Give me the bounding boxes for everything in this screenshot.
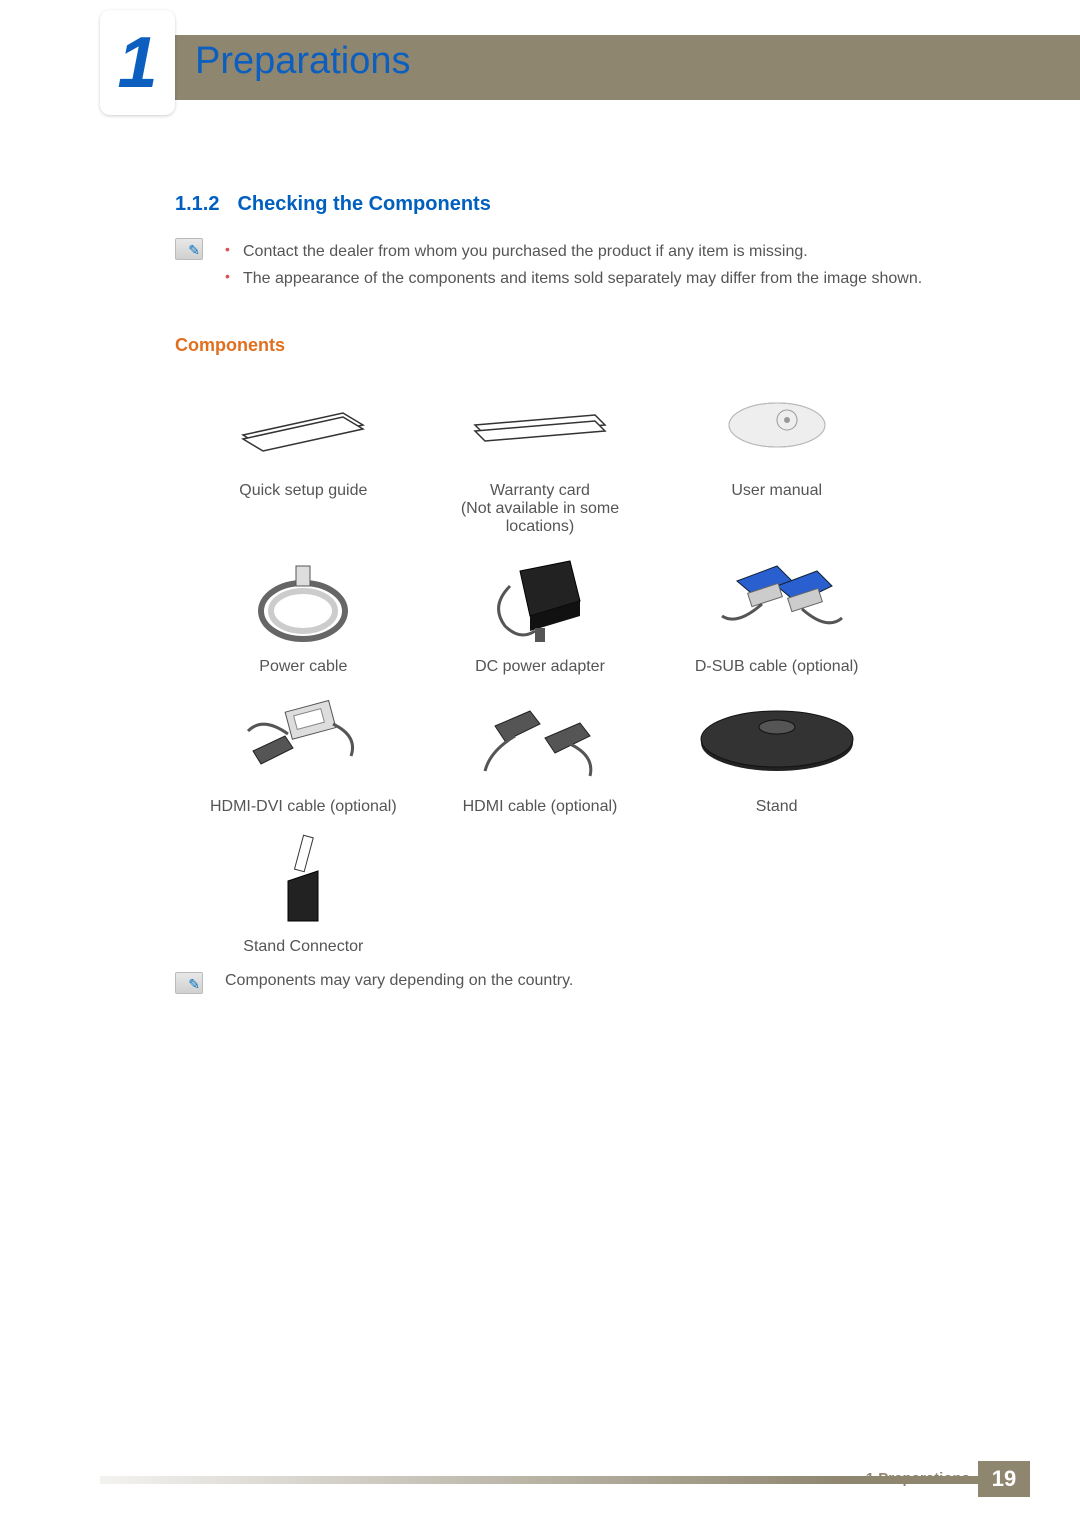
footer-label: 1 Preparations bbox=[866, 1470, 970, 1487]
chapter-number-box: 1 bbox=[100, 10, 175, 115]
hdmi-cable-icon bbox=[427, 696, 654, 786]
component-cell: Stand Connector bbox=[190, 836, 417, 956]
component-label: D-SUB cable (optional) bbox=[663, 658, 890, 676]
chapter-title: Preparations bbox=[195, 40, 410, 83]
component-label: DC power adapter bbox=[427, 658, 654, 676]
component-sublabel: (Not available in some locations) bbox=[427, 500, 654, 536]
quick-setup-guide-icon bbox=[190, 380, 417, 470]
power-cable-icon bbox=[190, 556, 417, 646]
user-manual-icon bbox=[663, 380, 890, 470]
note-icon bbox=[175, 972, 203, 994]
components-heading: Components bbox=[175, 335, 285, 356]
component-label: Quick setup guide bbox=[190, 482, 417, 500]
component-label: HDMI-DVI cable (optional) bbox=[190, 798, 417, 816]
chapter-number: 1 bbox=[117, 22, 157, 104]
note-list: Contact the dealer from whom you purchas… bbox=[225, 238, 970, 292]
component-cell: Warranty card (Not available in some loc… bbox=[427, 380, 654, 536]
component-cell: User manual bbox=[663, 380, 890, 536]
hdmi-dvi-cable-icon bbox=[190, 696, 417, 786]
stand-connector-icon bbox=[190, 836, 417, 926]
components-grid: Quick setup guide Warranty card (Not ava… bbox=[190, 380, 890, 956]
section-title: Checking the Components bbox=[237, 193, 490, 215]
page-number: 19 bbox=[978, 1461, 1030, 1497]
note-item: The appearance of the components and ite… bbox=[225, 265, 970, 292]
note-item: Contact the dealer from whom you purchas… bbox=[225, 238, 970, 265]
dsub-cable-icon bbox=[663, 556, 890, 646]
component-cell: Stand bbox=[663, 696, 890, 816]
note-icon bbox=[175, 238, 203, 260]
component-label: HDMI cable (optional) bbox=[427, 798, 654, 816]
component-cell: DC power adapter bbox=[427, 556, 654, 676]
component-cell: HDMI-DVI cable (optional) bbox=[190, 696, 417, 816]
warranty-card-icon bbox=[427, 380, 654, 470]
component-cell: D-SUB cable (optional) bbox=[663, 556, 890, 676]
section-heading: 1.1.2 Checking the Components bbox=[175, 193, 491, 216]
footer: 1 Preparations 19 bbox=[0, 1461, 1080, 1497]
section-number: 1.1.2 bbox=[175, 193, 219, 215]
vary-note: Components may vary depending on the cou… bbox=[225, 972, 573, 990]
component-cell: Power cable bbox=[190, 556, 417, 676]
component-label: Warranty card bbox=[427, 482, 654, 500]
stand-icon bbox=[663, 696, 890, 786]
component-cell: HDMI cable (optional) bbox=[427, 696, 654, 816]
component-cell: Quick setup guide bbox=[190, 380, 417, 536]
component-label: Stand Connector bbox=[190, 938, 417, 956]
component-label: Stand bbox=[663, 798, 890, 816]
dc-adapter-icon bbox=[427, 556, 654, 646]
component-label: Power cable bbox=[190, 658, 417, 676]
component-label: User manual bbox=[663, 482, 890, 500]
